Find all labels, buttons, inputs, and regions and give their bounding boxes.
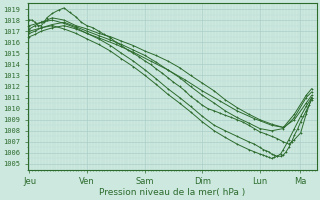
X-axis label: Pression niveau de la mer( hPa ): Pression niveau de la mer( hPa ): [99, 188, 245, 197]
